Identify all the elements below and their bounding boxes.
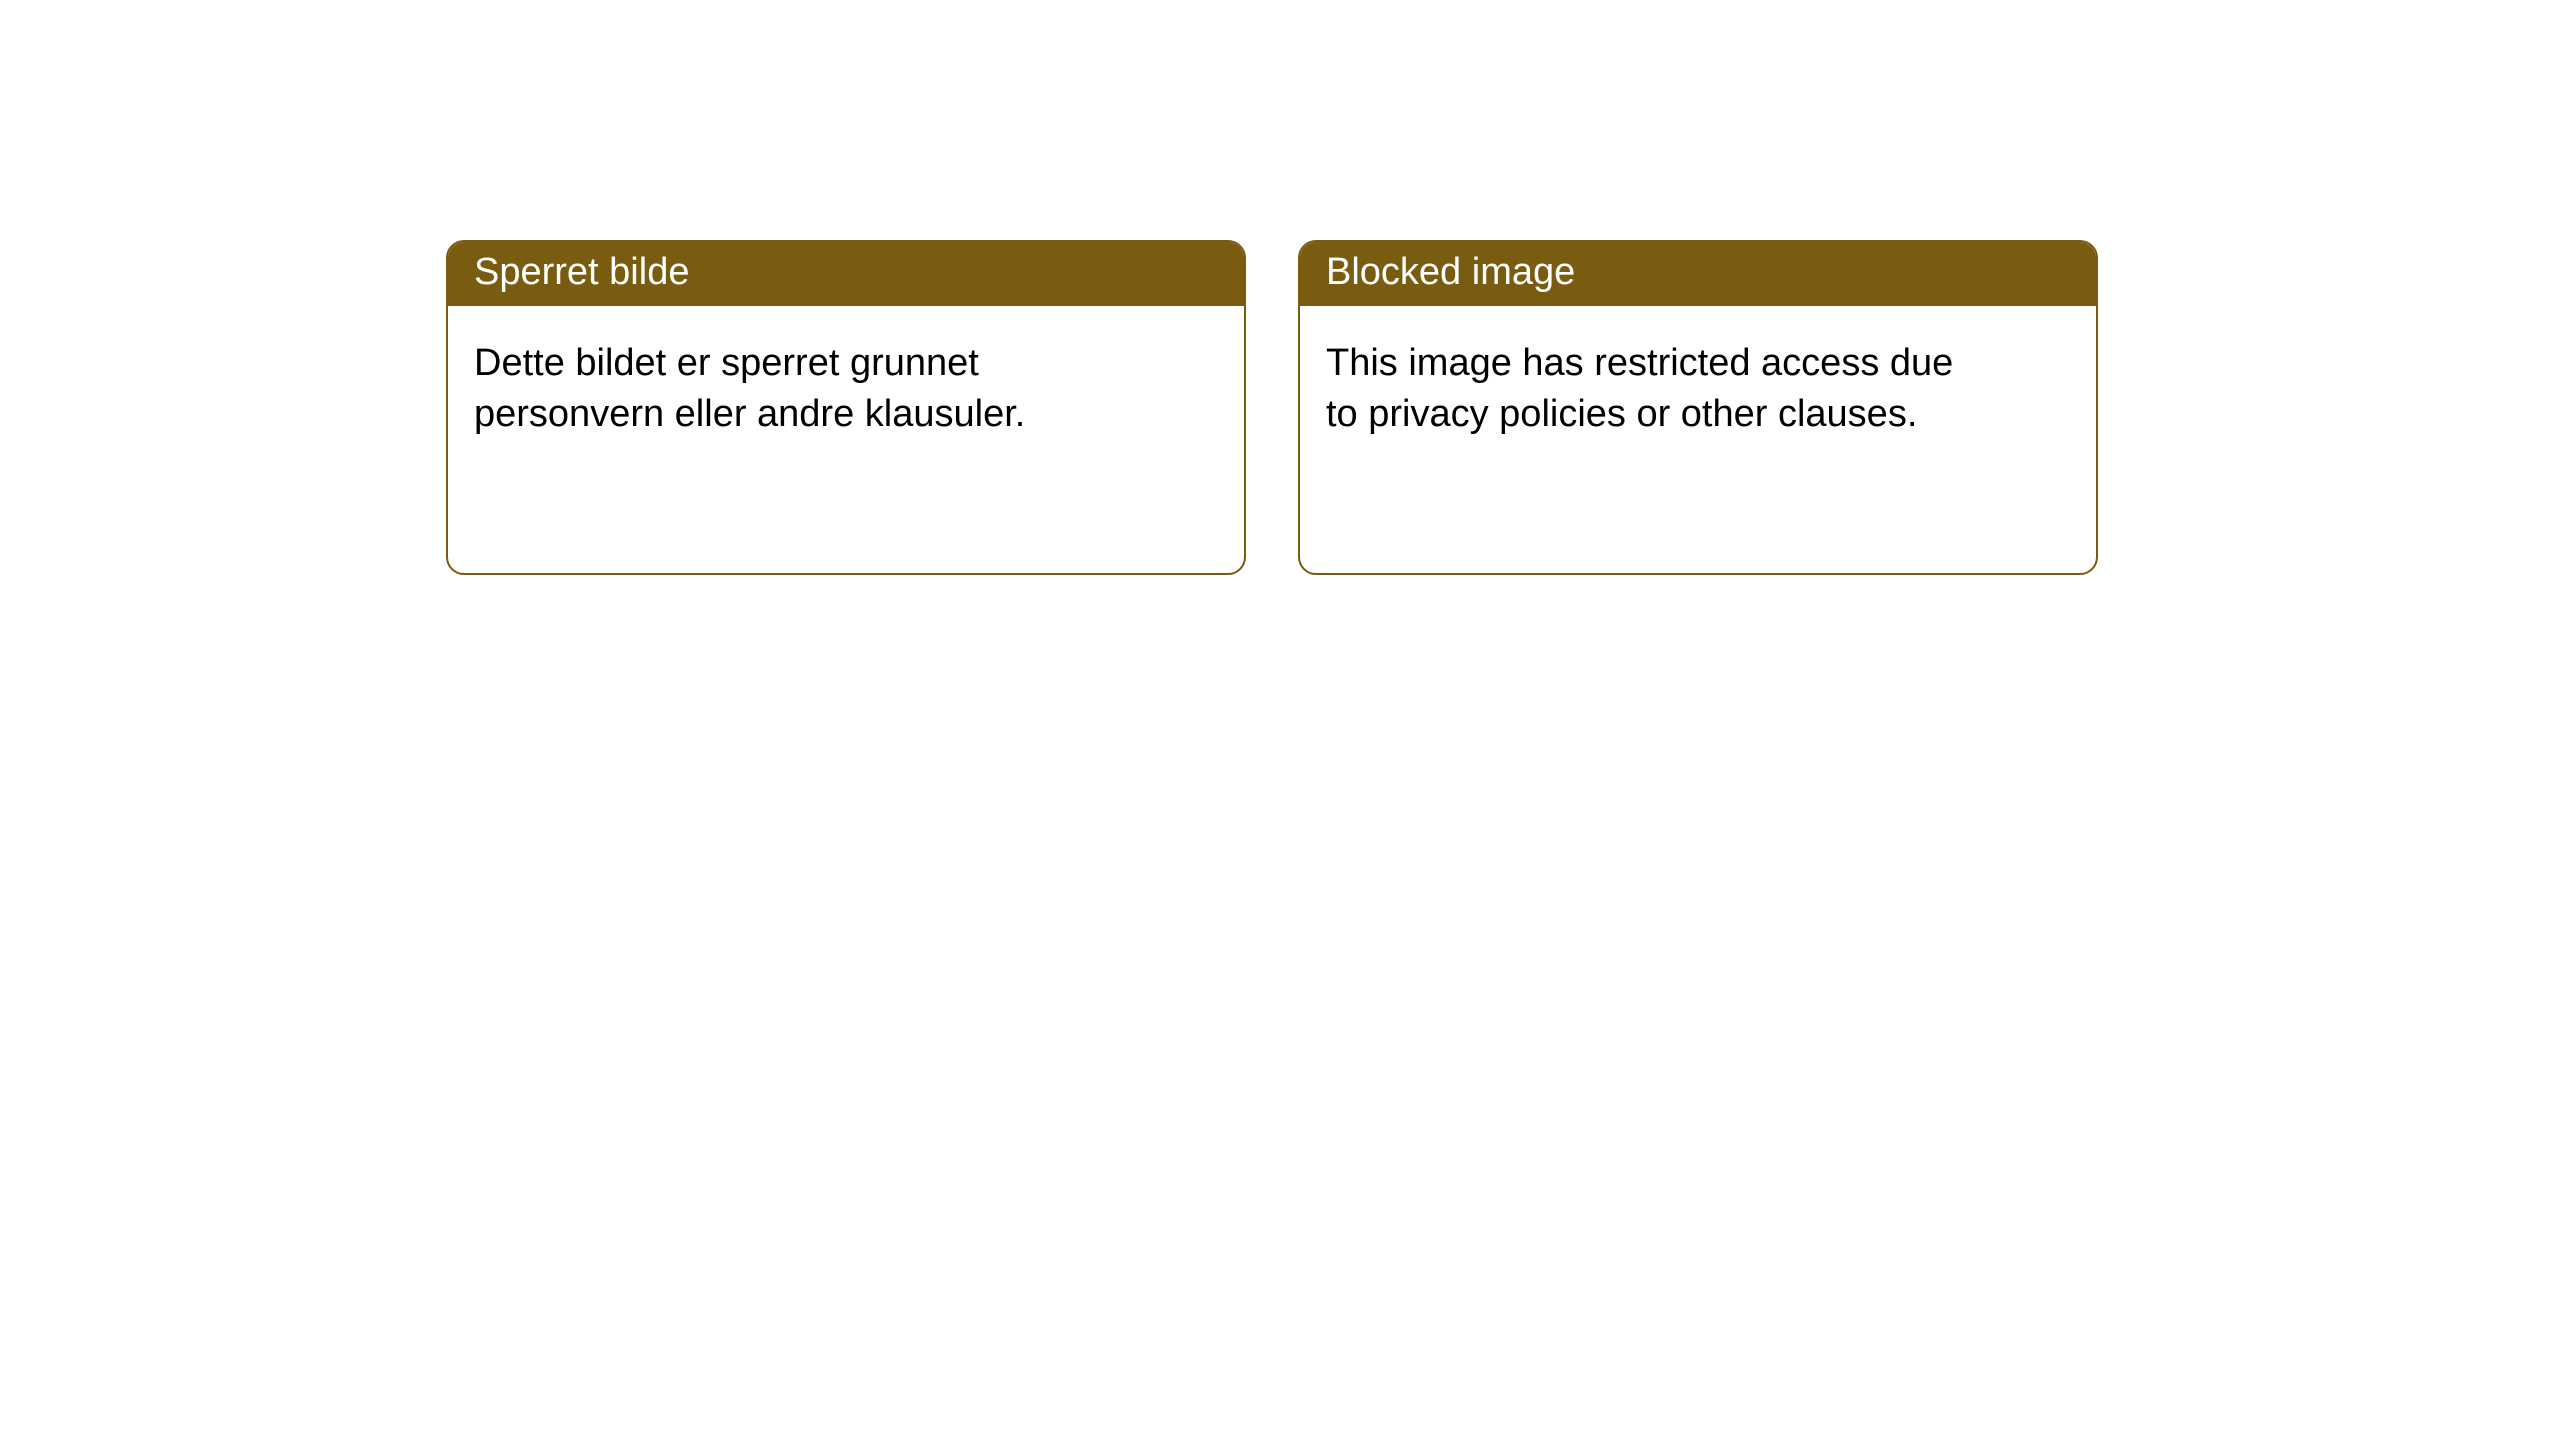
notice-container: Sperret bilde Dette bildet er sperret gr… (446, 240, 2098, 575)
notice-body-norwegian: Dette bildet er sperret grunnet personve… (448, 306, 1148, 473)
notice-title-english: Blocked image (1300, 242, 2096, 306)
notice-title-norwegian: Sperret bilde (448, 242, 1244, 306)
notice-card-english: Blocked image This image has restricted … (1298, 240, 2098, 575)
notice-card-norwegian: Sperret bilde Dette bildet er sperret gr… (446, 240, 1246, 575)
notice-body-english: This image has restricted access due to … (1300, 306, 2000, 473)
